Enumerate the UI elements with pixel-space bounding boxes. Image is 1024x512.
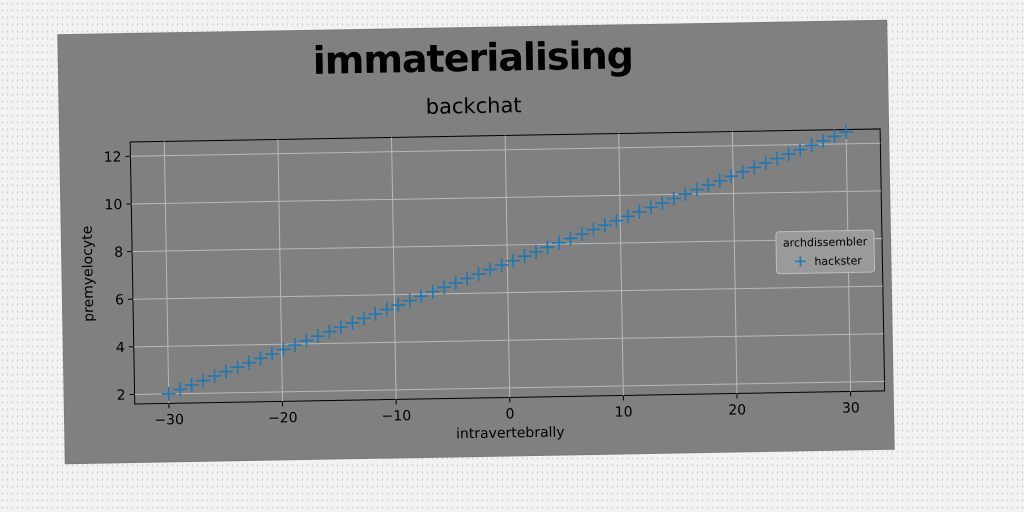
y-tick-label: 2 [117, 388, 126, 404]
data-point [368, 306, 383, 321]
data-point [517, 249, 532, 264]
y-grid-line [130, 142, 881, 157]
x-tick-label: −10 [381, 408, 411, 425]
chart-plot: −30 −20 −10 0 10 20 30 2 4 6 8 10 12 intravertebrall… [80, 124, 886, 442]
x-tick-label: −30 [154, 412, 184, 429]
data-point [816, 133, 831, 148]
y-tick-label: 6 [115, 292, 124, 308]
x-tick-label: 0 [505, 406, 514, 422]
data-point [529, 244, 544, 259]
data-point [322, 324, 337, 339]
y-grid-line [131, 190, 882, 205]
x-tick-label: 10 [615, 404, 633, 420]
x-tick-label: −20 [268, 410, 298, 427]
data-point [552, 235, 567, 250]
data-point [643, 200, 658, 215]
data-point [678, 187, 693, 202]
data-point [655, 195, 670, 210]
data-point [299, 333, 314, 348]
data-point [747, 160, 762, 175]
data-point [620, 209, 635, 224]
data-point [391, 298, 406, 313]
data-point [287, 338, 302, 353]
data-point [701, 178, 716, 193]
y-grid-line [132, 237, 883, 253]
axis-ticks: −30 −20 −10 0 10 20 30 2 4 6 8 10 12 [104, 149, 860, 429]
data-point [540, 240, 555, 255]
data-point [345, 315, 360, 330]
data-point [770, 151, 785, 166]
y-tick-label: 8 [114, 245, 123, 261]
data-point [781, 147, 796, 162]
data-point [414, 289, 429, 304]
data-point [333, 320, 348, 335]
series-points [161, 124, 854, 401]
data-point [712, 173, 727, 188]
data-point [276, 342, 291, 357]
x-tick-label: 30 [842, 400, 860, 416]
data-point [184, 377, 199, 392]
x-grid-line [504, 135, 511, 398]
y-grid-line [133, 333, 884, 348]
x-grid-line [277, 139, 283, 402]
data-point [689, 182, 704, 197]
x-tick-label: 20 [728, 402, 746, 418]
data-point [219, 364, 234, 379]
data-point [242, 355, 257, 370]
data-point [724, 169, 739, 184]
data-point [827, 129, 842, 144]
x-grid-line [391, 137, 397, 400]
data-point [425, 284, 440, 299]
data-point [253, 351, 268, 366]
data-point [196, 373, 211, 388]
data-point [494, 258, 509, 273]
data-point [402, 293, 417, 308]
chart-figure: immaterialising backchat −30 −20 −10 0 10 20 3… [58, 20, 894, 464]
data-point [173, 382, 188, 397]
data-point [460, 271, 475, 286]
data-point [666, 191, 681, 206]
data-point [230, 360, 245, 375]
data-point [735, 164, 750, 179]
legend-marker [795, 256, 806, 267]
data-point [506, 253, 521, 268]
data-point [265, 346, 280, 361]
legend-marker-icon [795, 256, 806, 267]
data-point [310, 329, 325, 344]
data-point [379, 302, 394, 317]
data-point [356, 311, 371, 326]
y-grid-line [134, 380, 885, 395]
x-grid-line [731, 131, 738, 394]
data-point [793, 142, 808, 157]
legend: archdissembler hackster [775, 229, 876, 275]
data-point [471, 266, 486, 281]
data-point [758, 155, 773, 170]
data-point [483, 262, 498, 277]
legend-entry-hackster: hackster [814, 254, 862, 268]
y-tick-label: 10 [104, 197, 122, 213]
legend-title: archdissembler [783, 235, 868, 249]
data-point [574, 227, 590, 242]
data-point [563, 231, 578, 246]
y-tick-label: 4 [116, 340, 125, 356]
data-point [804, 138, 819, 153]
data-point [597, 218, 612, 233]
x-axis-label: intravertebrally [456, 424, 565, 442]
y-grid-line [132, 285, 883, 300]
data-point [207, 369, 222, 384]
x-grid-line [163, 141, 170, 404]
data-point [632, 204, 647, 219]
data-point [839, 124, 854, 139]
data-point [437, 280, 452, 295]
data-point [448, 275, 463, 290]
y-tick-label: 12 [104, 149, 122, 165]
data-point [586, 222, 601, 237]
x-grid-line [618, 133, 624, 396]
y-axis-label: premyelocyte [80, 226, 98, 322]
data-point [161, 386, 176, 401]
data-point [609, 213, 624, 228]
